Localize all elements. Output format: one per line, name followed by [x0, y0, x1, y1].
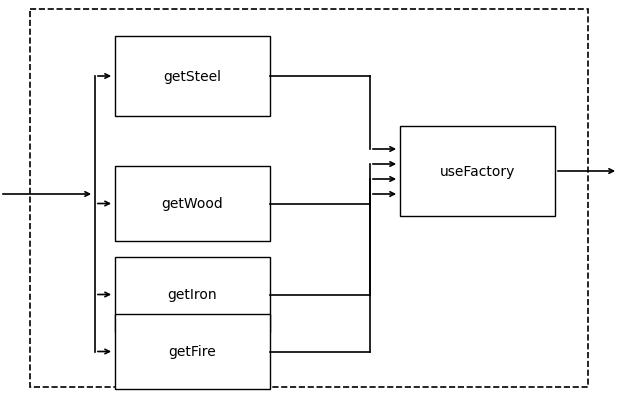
Text: getWood: getWood [162, 197, 223, 211]
Bar [115, 314, 270, 389]
Bar [115, 166, 270, 241]
Bar [115, 37, 270, 117]
Text: getSteel: getSteel [164, 70, 221, 84]
Text: getFire: getFire [169, 344, 216, 358]
Text: getIron: getIron [167, 288, 218, 302]
Bar [115, 257, 270, 332]
Text: useFactory: useFactory [440, 164, 515, 178]
Bar [400, 127, 555, 217]
